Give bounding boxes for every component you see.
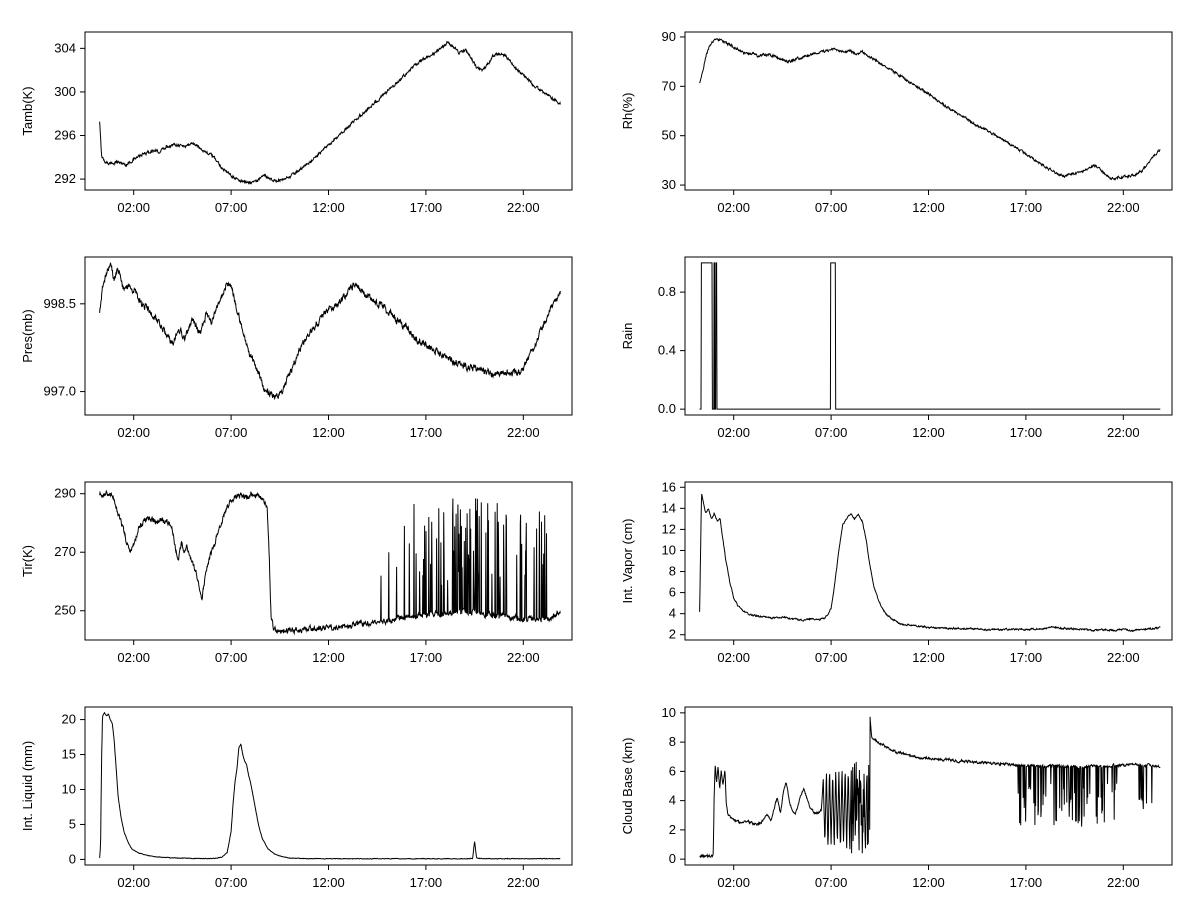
svg-text:22:00: 22:00 bbox=[1107, 425, 1140, 440]
svg-text:17:00: 17:00 bbox=[1010, 650, 1043, 665]
svg-text:4: 4 bbox=[669, 606, 676, 621]
svg-text:12:00: 12:00 bbox=[312, 875, 345, 890]
svg-text:14: 14 bbox=[662, 500, 676, 515]
svg-text:12:00: 12:00 bbox=[912, 875, 945, 890]
svg-text:20: 20 bbox=[62, 712, 76, 727]
svg-text:6: 6 bbox=[669, 763, 676, 778]
svg-text:6: 6 bbox=[669, 585, 676, 600]
panel-liquid: Int. Liquid (mm) 02:00 07:00 12:00 17:00 22:… bbox=[0, 675, 600, 900]
cloudbase-plot: 02:00 07:00 12:00 17:00 22:00 0 2 4 6 8 10 bbox=[662, 705, 1173, 890]
svg-text:0.0: 0.0 bbox=[658, 401, 676, 416]
svg-text:22:00: 22:00 bbox=[1107, 650, 1140, 665]
vapor-plot: 02:00 07:00 12:00 17:00 22:00 2 4 6 8 10 12 14 16 bbox=[662, 479, 1173, 665]
svg-text:07:00: 07:00 bbox=[215, 650, 248, 665]
svg-text:16: 16 bbox=[662, 479, 676, 494]
svg-text:0: 0 bbox=[69, 851, 76, 866]
svg-text:02:00: 02:00 bbox=[717, 200, 750, 215]
svg-text:07:00: 07:00 bbox=[215, 425, 248, 440]
svg-text:8: 8 bbox=[669, 734, 676, 749]
svg-text:70: 70 bbox=[662, 78, 676, 93]
svg-text:17:00: 17:00 bbox=[1010, 200, 1043, 215]
svg-text:22:00: 22:00 bbox=[1107, 875, 1140, 890]
svg-text:0: 0 bbox=[669, 851, 676, 866]
panel-rain: Rain 02:00 07:00 12:00 17:00 22:00 0.0 0.4 0.8 bbox=[600, 225, 1200, 450]
svg-text:17:00: 17:00 bbox=[410, 425, 443, 440]
svg-text:07:00: 07:00 bbox=[215, 875, 248, 890]
svg-text:290: 290 bbox=[54, 486, 76, 501]
svg-text:17:00: 17:00 bbox=[1010, 875, 1043, 890]
svg-text:50: 50 bbox=[662, 128, 676, 143]
svg-text:02:00: 02:00 bbox=[117, 875, 150, 890]
svg-text:22:00: 22:00 bbox=[507, 875, 540, 890]
svg-text:07:00: 07:00 bbox=[215, 200, 248, 215]
svg-text:07:00: 07:00 bbox=[815, 875, 848, 890]
svg-text:4: 4 bbox=[669, 793, 676, 808]
svg-text:22:00: 22:00 bbox=[507, 200, 540, 215]
svg-text:304: 304 bbox=[54, 40, 76, 55]
rh-plot: 02:00 07:00 12:00 17:00 22:00 30 50 70 90 bbox=[662, 29, 1173, 215]
svg-text:15: 15 bbox=[62, 747, 76, 762]
svg-text:10: 10 bbox=[62, 781, 76, 796]
liquid-plot: 02:00 07:00 12:00 17:00 22:00 0 5 10 15 20 bbox=[62, 706, 573, 890]
svg-text:90: 90 bbox=[662, 29, 676, 44]
rain-plot: 02:00 07:00 12:00 17:00 22:00 0.0 0.4 0.8 bbox=[658, 256, 1173, 440]
tamb-plot: 02:00 07:00 12:00 17:00 22:00 292 296 300 304 bbox=[54, 31, 573, 215]
svg-text:12:00: 12:00 bbox=[912, 650, 945, 665]
svg-text:17:00: 17:00 bbox=[1010, 425, 1043, 440]
svg-text:17:00: 17:00 bbox=[410, 875, 443, 890]
svg-text:07:00: 07:00 bbox=[815, 200, 848, 215]
svg-text:02:00: 02:00 bbox=[717, 650, 750, 665]
svg-text:22:00: 22:00 bbox=[1107, 200, 1140, 215]
svg-text:12:00: 12:00 bbox=[312, 425, 345, 440]
panel-tir: Tir(K) 02:00 07:00 12:00 17:00 22:00 250 270 29… bbox=[0, 450, 600, 675]
svg-text:07:00: 07:00 bbox=[815, 650, 848, 665]
svg-text:2: 2 bbox=[669, 822, 676, 837]
tir-plot: 02:00 07:00 12:00 17:00 22:00 250 270 290 bbox=[54, 481, 573, 665]
svg-text:8: 8 bbox=[669, 564, 676, 579]
svg-text:292: 292 bbox=[54, 171, 76, 186]
svg-text:12: 12 bbox=[662, 521, 676, 536]
svg-text:0.4: 0.4 bbox=[658, 343, 676, 358]
svg-text:22:00: 22:00 bbox=[507, 650, 540, 665]
panel-rh: Rh(%) 02:00 07:00 12:00 17:00 22:00 30 50 70 90 bbox=[600, 0, 1200, 225]
svg-text:10: 10 bbox=[662, 542, 676, 557]
svg-text:10: 10 bbox=[662, 705, 676, 720]
svg-text:30: 30 bbox=[662, 177, 676, 192]
svg-text:5: 5 bbox=[69, 816, 76, 831]
svg-text:0.8: 0.8 bbox=[658, 284, 676, 299]
svg-text:17:00: 17:00 bbox=[410, 200, 443, 215]
svg-text:22:00: 22:00 bbox=[507, 425, 540, 440]
svg-text:02:00: 02:00 bbox=[117, 650, 150, 665]
svg-text:17:00: 17:00 bbox=[410, 650, 443, 665]
panel-pres: Pres(mb) 02:00 07:00 12:00 17:00 22:00 997.0 9… bbox=[0, 225, 600, 450]
svg-text:296: 296 bbox=[54, 128, 76, 143]
svg-text:270: 270 bbox=[54, 544, 76, 559]
svg-text:02:00: 02:00 bbox=[717, 425, 750, 440]
svg-text:250: 250 bbox=[54, 603, 76, 618]
svg-text:02:00: 02:00 bbox=[117, 200, 150, 215]
svg-text:12:00: 12:00 bbox=[912, 200, 945, 215]
svg-text:12:00: 12:00 bbox=[312, 650, 345, 665]
panel-vapor: Int. Vapor (cm) 02:00 07:00 12:00 17:00 22:0… bbox=[600, 450, 1200, 675]
svg-text:997.0: 997.0 bbox=[43, 384, 76, 399]
svg-text:998.5: 998.5 bbox=[43, 296, 76, 311]
svg-text:02:00: 02:00 bbox=[717, 875, 750, 890]
pres-plot: 02:00 07:00 12:00 17:00 22:00 997.0 998.5 bbox=[43, 256, 573, 440]
svg-text:300: 300 bbox=[54, 84, 76, 99]
panel-tamb: Tamb(K) 02:00 07:00 12:00 17:00 22:00 292 296 3… bbox=[0, 0, 600, 225]
svg-text:12:00: 12:00 bbox=[912, 425, 945, 440]
panel-cloudbase: Cloud Base (km) 02:00 07:00 12:00 17:00 22:0… bbox=[600, 675, 1200, 900]
svg-text:07:00: 07:00 bbox=[815, 425, 848, 440]
svg-text:02:00: 02:00 bbox=[117, 425, 150, 440]
svg-text:12:00: 12:00 bbox=[312, 200, 345, 215]
svg-text:2: 2 bbox=[669, 627, 676, 642]
